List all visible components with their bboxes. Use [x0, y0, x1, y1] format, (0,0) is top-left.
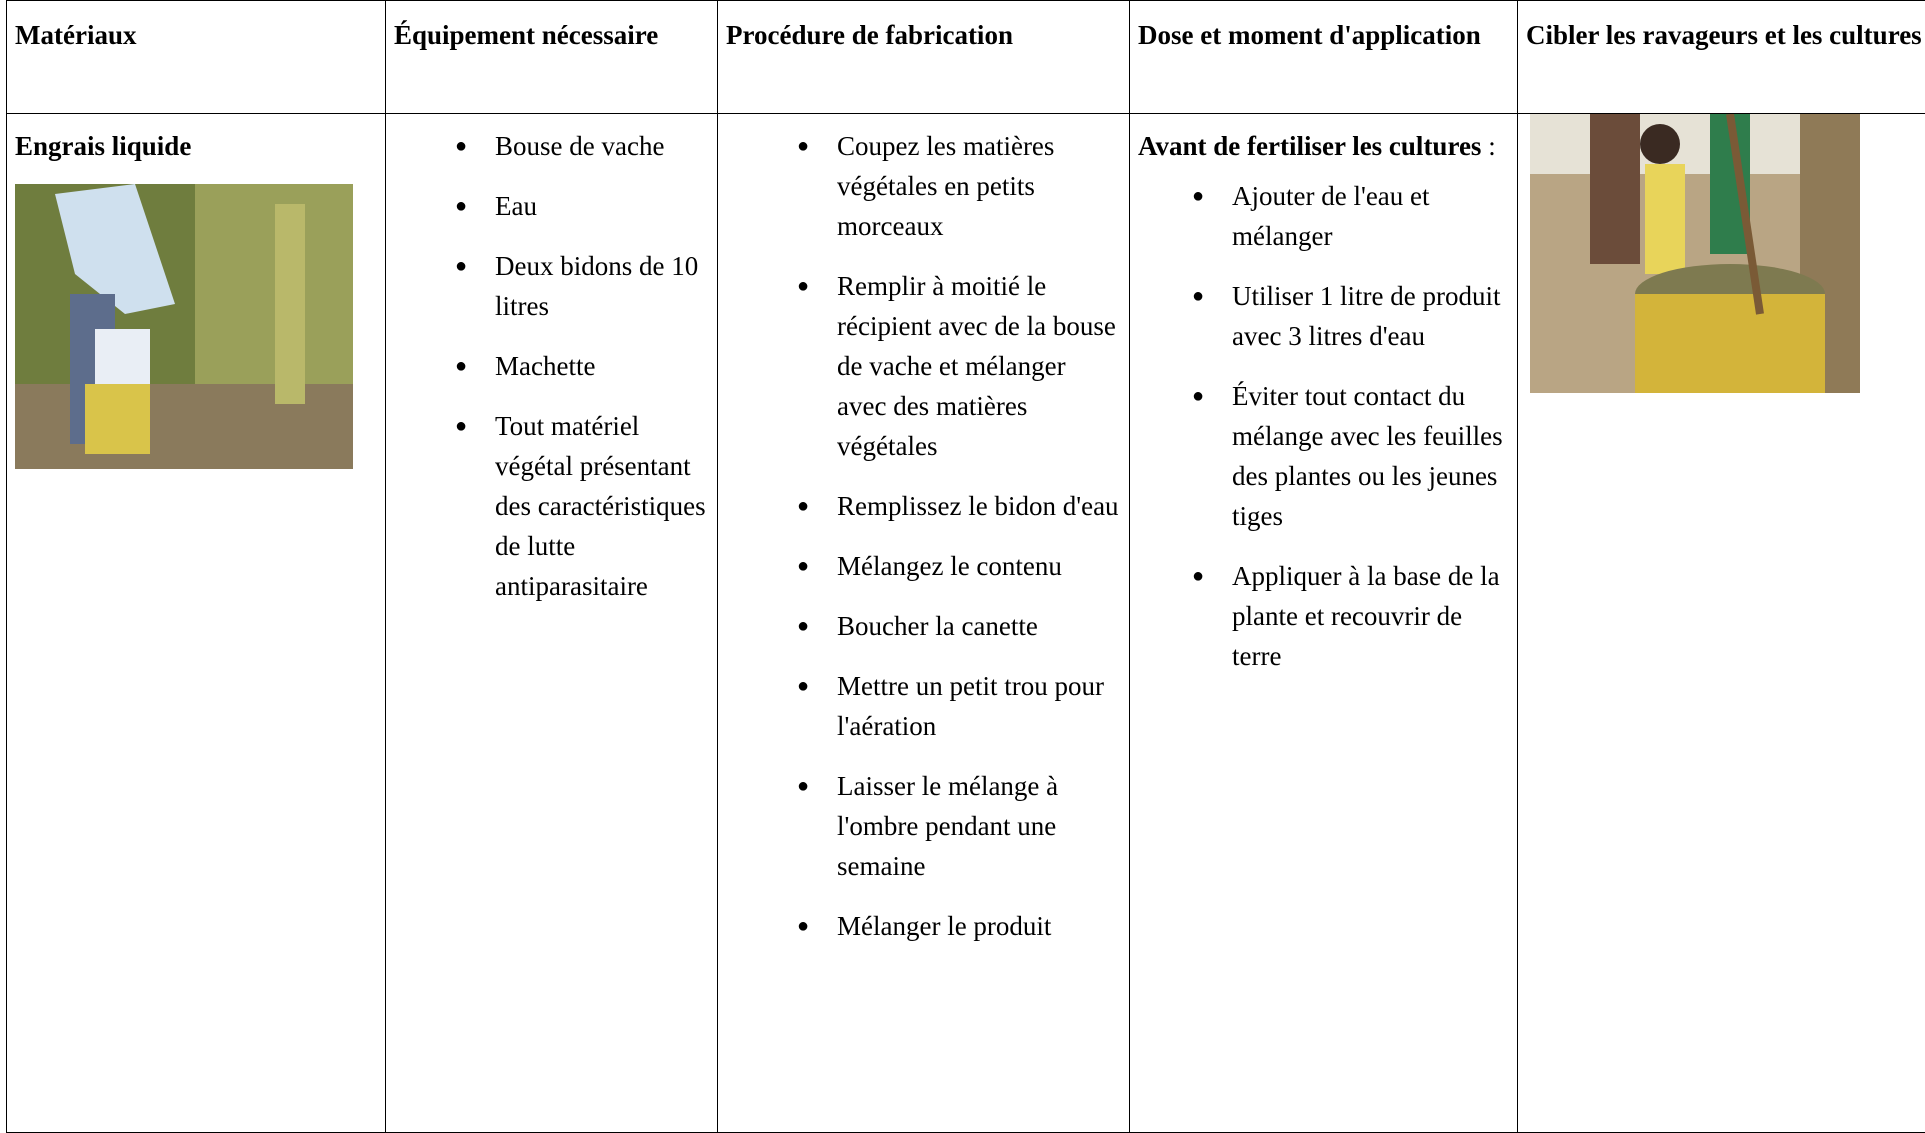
dose-intro-end: :	[1488, 131, 1496, 161]
header-cell: Dose et moment d'application	[1130, 1, 1518, 114]
photo	[15, 184, 353, 469]
dose-intro-bold: Avant de fertiliser les cultures	[1138, 131, 1481, 161]
procedure-cell: Coupez les matières végétales en petits …	[718, 114, 1130, 1133]
header-cell: Cibler les ravageurs et les cultures	[1518, 1, 1925, 114]
material-name: Engrais liquide	[15, 131, 191, 161]
list-item: Éviter tout contact du mélange avec les …	[1232, 376, 1509, 536]
list-item: Bouse de vache	[495, 126, 709, 166]
list-item: Boucher la canette	[837, 606, 1121, 646]
list-item: Remplissez le bidon d'eau	[837, 486, 1121, 526]
bullet-list: Ajouter de l'eau et mélanger Utiliser 1 l…	[1138, 176, 1509, 676]
photo	[1530, 114, 1860, 393]
list-item: Mettre un petit trou pour l'aération	[837, 666, 1121, 746]
target-cell	[1518, 114, 1925, 1133]
header-cell: Matériaux	[7, 1, 386, 114]
list-item: Mélangez le contenu	[837, 546, 1121, 586]
list-item: Eau	[495, 186, 709, 226]
header-cell: Procédure de fabrication	[718, 1, 1130, 114]
page: Matériaux Équipement nécessaire Procédur…	[0, 0, 1925, 993]
list-item: Coupez les matières végétales en petits …	[837, 126, 1121, 246]
body-row: Engrais liquide Bouse de vache Eau Deux bi…	[7, 114, 1925, 1133]
dose-intro: Avant de fertiliser les cultures :	[1138, 126, 1509, 166]
list-item: Mélanger le produit	[837, 906, 1121, 946]
bullet-list: Bouse de vache Eau Deux bidons de 10 litre…	[394, 126, 709, 606]
header-row: Matériaux Équipement nécessaire Procédur…	[7, 1, 1925, 114]
list-item: Ajouter de l'eau et mélanger	[1232, 176, 1509, 256]
recipe-table: Matériaux Équipement nécessaire Procédur…	[6, 0, 1925, 1133]
header-cell: Équipement nécessaire	[386, 1, 718, 114]
material-cell: Engrais liquide	[7, 114, 386, 1133]
list-item: Laisser le mélange à l'ombre pendant une…	[837, 766, 1121, 886]
bullet-list: Coupez les matières végétales en petits …	[726, 126, 1121, 946]
list-item: Machette	[495, 346, 709, 386]
list-item: Remplir à moitié le récipient avec de la…	[837, 266, 1121, 466]
list-item: Tout matériel végétal présentant des car…	[495, 406, 709, 606]
equipment-cell: Bouse de vache Eau Deux bidons de 10 litre…	[386, 114, 718, 1133]
dose-cell: Avant de fertiliser les cultures : Ajout…	[1130, 114, 1518, 1133]
list-item: Utiliser 1 litre de produit avec 3 litre…	[1232, 276, 1509, 356]
list-item: Appliquer à la base de la plante et reco…	[1232, 556, 1509, 676]
list-item: Deux bidons de 10 litres	[495, 246, 709, 326]
